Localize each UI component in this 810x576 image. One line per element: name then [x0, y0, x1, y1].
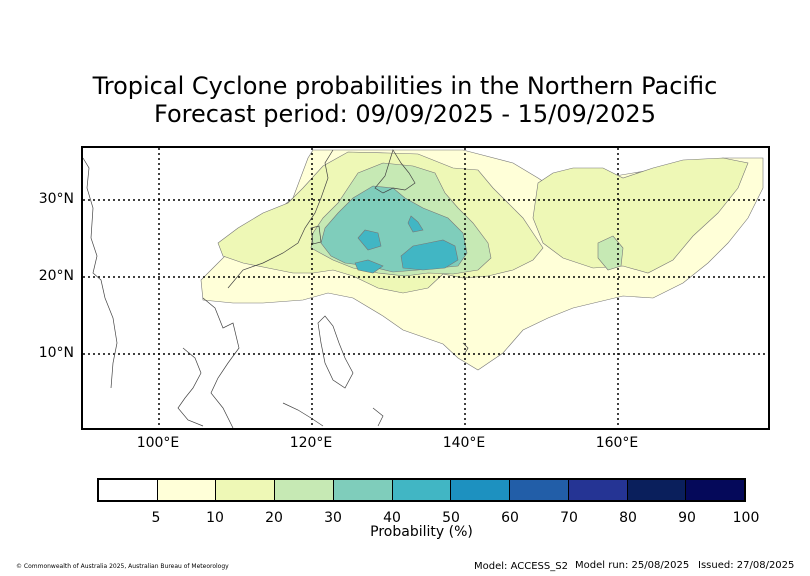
colorbar-tick-label: 5: [151, 510, 161, 526]
colorbar-tick-label: 30: [324, 510, 342, 526]
colorbar-swatch: [216, 480, 276, 500]
lon-label-140e: 140°E: [442, 435, 486, 451]
probability-map: [81, 146, 770, 430]
colorbar-swatch: [510, 480, 569, 500]
probability-region-20-east: [597, 235, 624, 271]
model-run-date: Model run: 25/08/2025: [575, 560, 690, 571]
colorbar-swatch: [275, 480, 334, 500]
lat-label-10n: 10°N: [38, 345, 74, 361]
probability-region-40: [354, 215, 459, 274]
colorbar-swatch: [333, 480, 393, 500]
colorbar-tick-label: 40: [383, 510, 401, 526]
copyright-notice: © Commonwealth of Australia 2025, Austra…: [16, 563, 229, 570]
colorbar-swatch: [568, 480, 628, 500]
colorbar-swatch: [686, 480, 745, 500]
lon-label-100e: 100°E: [136, 435, 180, 451]
probability-colorbar: [97, 478, 746, 502]
colorbar-swatch: [99, 480, 158, 500]
colorbar-swatch: [627, 480, 687, 500]
coastlines: [83, 149, 469, 428]
colorbar-tick-label: 10: [206, 510, 224, 526]
map-canvas: [83, 148, 768, 428]
colorbar-swatch: [392, 480, 452, 500]
colorbar-tick-label: 60: [501, 510, 519, 526]
lon-label-120e: 120°E: [289, 435, 333, 451]
colorbar-swatch: [157, 480, 217, 500]
colorbar-tick-label: 20: [265, 510, 283, 526]
colorbar-swatch: [451, 480, 511, 500]
lat-label-30n: 30°N: [38, 191, 74, 207]
map-gridlines: [83, 148, 768, 428]
lon-label-160e: 160°E: [595, 435, 639, 451]
colorbar-tick-label: 70: [560, 510, 578, 526]
issued-date: Issued: 27/08/2025: [698, 560, 795, 571]
chart-title-line-2: Forecast period: 09/09/2025 - 15/09/2025: [154, 100, 656, 128]
colorbar-tick-label: 80: [619, 510, 637, 526]
colorbar-tick-label: 100: [732, 510, 760, 526]
chart-title-line-1: Tropical Cyclone probabilities in the No…: [92, 72, 718, 100]
colorbar-label: Probability (%): [370, 524, 473, 540]
lat-label-20n: 20°N: [38, 268, 74, 284]
model-name: Model: ACCESS_S2: [474, 561, 568, 572]
colorbar-tick-label: 50: [442, 510, 460, 526]
colorbar-tick-label: 90: [678, 510, 696, 526]
